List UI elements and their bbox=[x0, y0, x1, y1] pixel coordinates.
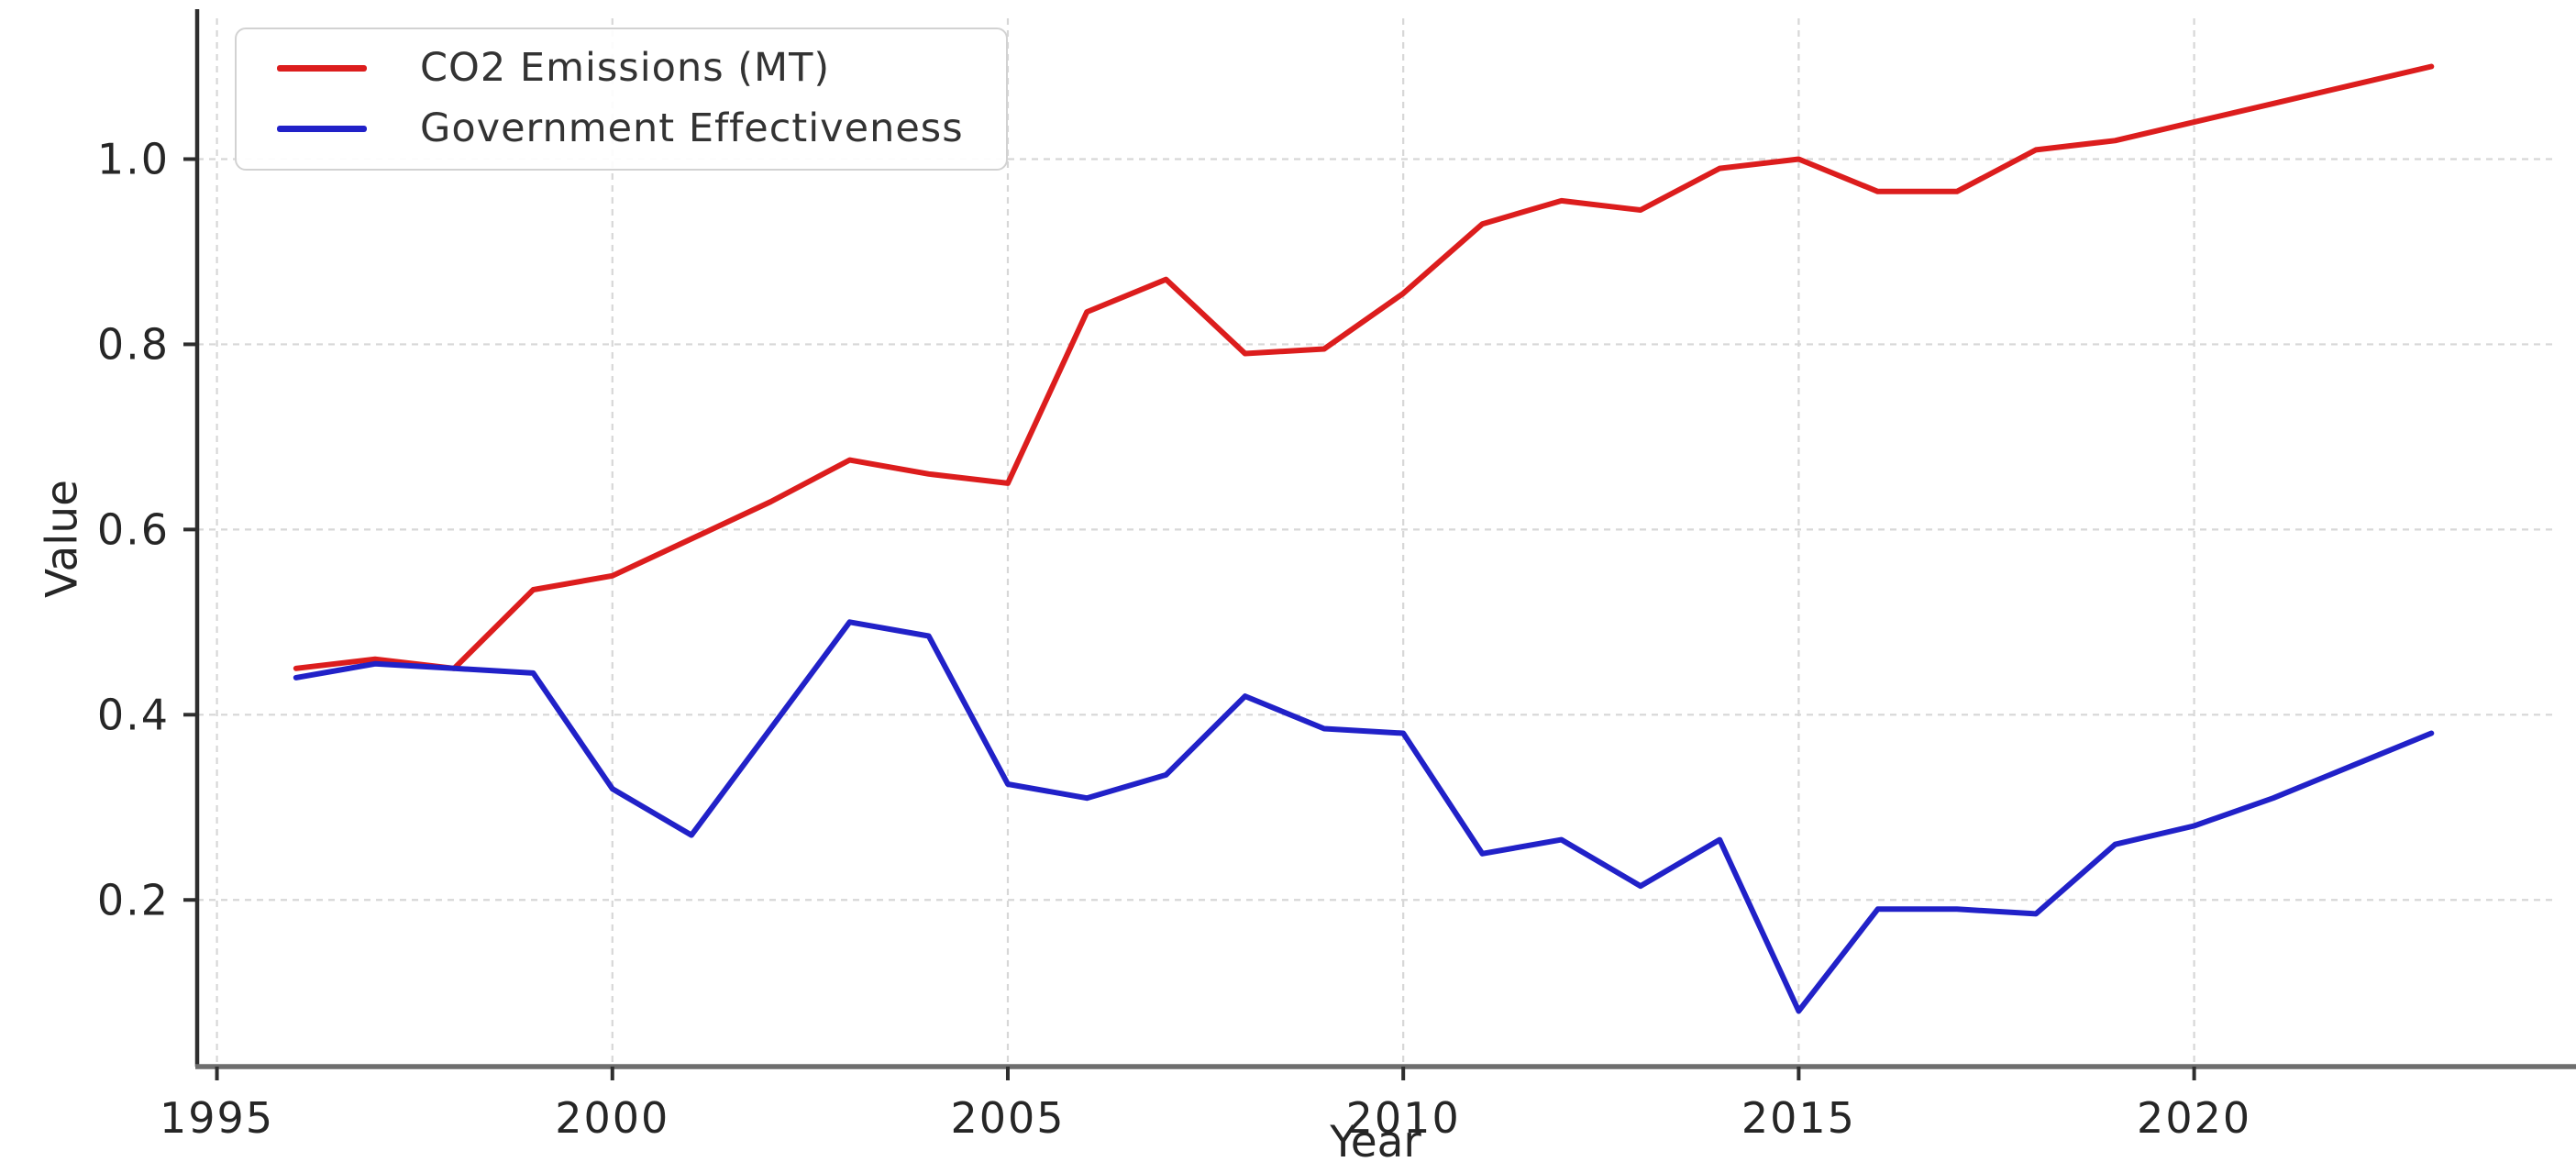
y-tick-label: 0.6 bbox=[97, 504, 170, 554]
legend-item-gov-effectiveness: Government Effectiveness bbox=[277, 103, 964, 154]
x-tick-label: 2015 bbox=[1741, 1093, 1856, 1143]
x-axis-label: Year bbox=[1330, 1117, 1421, 1167]
y-tick-label: 0.2 bbox=[97, 875, 170, 924]
x-tick-label: 2010 bbox=[1346, 1093, 1461, 1143]
y-tick-label: 1.0 bbox=[97, 134, 170, 183]
legend-swatch-co2-icon bbox=[277, 64, 367, 72]
legend: CO2 Emissions (MT) Government Effectiven… bbox=[235, 28, 1008, 171]
x-tick-label: 2005 bbox=[950, 1093, 1065, 1143]
series-line-1 bbox=[293, 619, 2435, 1014]
legend-swatch-gov-effectiveness-icon bbox=[277, 125, 367, 132]
legend-label-co2: CO2 Emissions (MT) bbox=[420, 45, 831, 91]
series-line-0 bbox=[293, 63, 2435, 671]
x-tick-label: 1995 bbox=[160, 1093, 274, 1143]
legend-item-co2: CO2 Emissions (MT) bbox=[277, 42, 964, 94]
legend-label-gov-effectiveness: Government Effectiveness bbox=[420, 105, 964, 151]
y-tick-label: 0.8 bbox=[97, 319, 170, 369]
y-tick-label: 0.4 bbox=[97, 690, 170, 739]
y-axis-label: Value bbox=[37, 479, 88, 599]
x-tick-label: 2020 bbox=[2137, 1093, 2251, 1143]
x-tick-label: 2000 bbox=[555, 1093, 669, 1143]
